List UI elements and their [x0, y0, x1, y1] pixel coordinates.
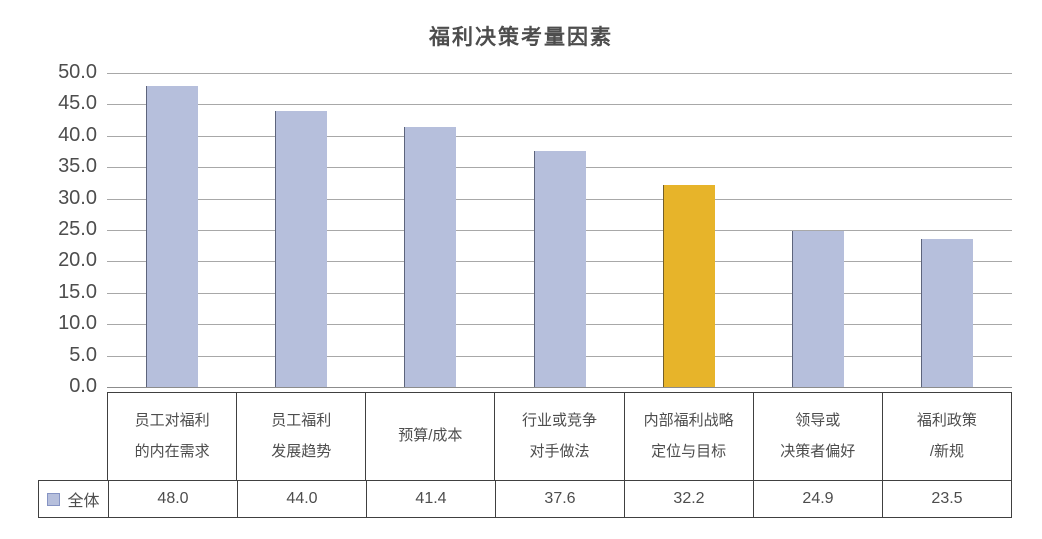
category-cell: 行业或竞争 对手做法 — [494, 393, 623, 480]
y-axis-tick-label: 25.0 — [58, 218, 97, 240]
y-axis-tick-label: 30.0 — [58, 186, 97, 209]
legend-cell: 全体 — [39, 481, 108, 517]
category-label-line: 员工对福利 — [134, 411, 210, 429]
y-axis-tick-label: 10.0 — [58, 312, 97, 335]
bar-预算/成本 — [404, 127, 457, 387]
legend-label: 全体 — [67, 493, 100, 510]
category-cell: 预算/成本 — [365, 393, 494, 480]
category-header-row: 员工对福利 的内在需求 员工福利 发展趋势 预算/成本 行业或竞争 对手做法 内部福利战略 定位… — [107, 392, 1012, 480]
value-cell: 23.5 — [882, 481, 1011, 517]
bar-领导或决策者偏好 — [792, 230, 845, 387]
category-cell: 福利政策/新规 — [881, 393, 1011, 480]
category-label-line: 对手做法 — [529, 443, 590, 460]
category-label-line: 领导或 — [795, 411, 841, 429]
bar-员工对福利的内在需求 — [145, 85, 198, 387]
chart-title: 福利决策考量因素 — [429, 26, 613, 49]
y-axis-tick-label: 5.0 — [69, 343, 97, 366]
bar-行业或竞争对手做法 — [533, 150, 586, 387]
bar-员工福利发展趋势 — [274, 110, 327, 387]
value-cell: 37.6 — [495, 481, 624, 517]
x-axis-line — [107, 387, 1012, 388]
category-label-line: 行业或竞争 — [521, 411, 597, 429]
legend-swatch — [47, 492, 61, 506]
y-axis-tick-label: 35.0 — [58, 155, 97, 178]
y-axis-tick-label: 15.0 — [58, 280, 97, 303]
category-label-line: 定位与目标 — [651, 443, 727, 460]
category-label-line: 员工福利 — [271, 411, 332, 429]
value-cell: 48.0 — [108, 481, 237, 517]
value-cell: 32.2 — [624, 481, 753, 517]
category-label-line: 预算/成本 — [398, 427, 463, 445]
gridline — [107, 73, 1012, 74]
category-cell: 内部福利战略 定位与目标 — [623, 393, 753, 480]
y-axis-tick-label: 45.0 — [58, 92, 97, 115]
value-cell: 24.9 — [753, 481, 882, 517]
y-axis-tick-label: 50.0 — [58, 61, 97, 83]
category-label-line: 决策者偏好 — [780, 443, 856, 460]
value-cell: 41.4 — [366, 481, 495, 517]
y-axis-tick-label: 0.0 — [69, 375, 97, 397]
category-cell: 员工对福利的内在需求 — [108, 393, 236, 480]
value-row: 全体 48.0 44.0 41.4 37.6 32.2 24.9 23.5 — [38, 480, 1012, 518]
category-label-line: 发展趋势 — [271, 443, 332, 460]
category-label-line: 的内在需求 — [134, 443, 210, 460]
y-axis-tick-label: 20.0 — [58, 249, 97, 272]
gridline — [107, 104, 1012, 106]
y-axis-tick-label: 40.0 — [58, 123, 97, 146]
value-cell: 44.0 — [237, 481, 366, 517]
gridline — [107, 135, 1012, 137]
category-label-line: 福利政策 — [916, 411, 977, 429]
category-label-line: /新规 — [929, 443, 964, 460]
category-cell: 领导或 决策者偏好 — [752, 393, 882, 480]
bar-福利政策/新规 — [921, 239, 974, 387]
category-label-line: 内部福利战略 — [643, 411, 734, 429]
bar-内部福利战略定位与目标 — [662, 184, 715, 387]
category-cell: 员工福利 发展趋势 — [236, 393, 365, 480]
